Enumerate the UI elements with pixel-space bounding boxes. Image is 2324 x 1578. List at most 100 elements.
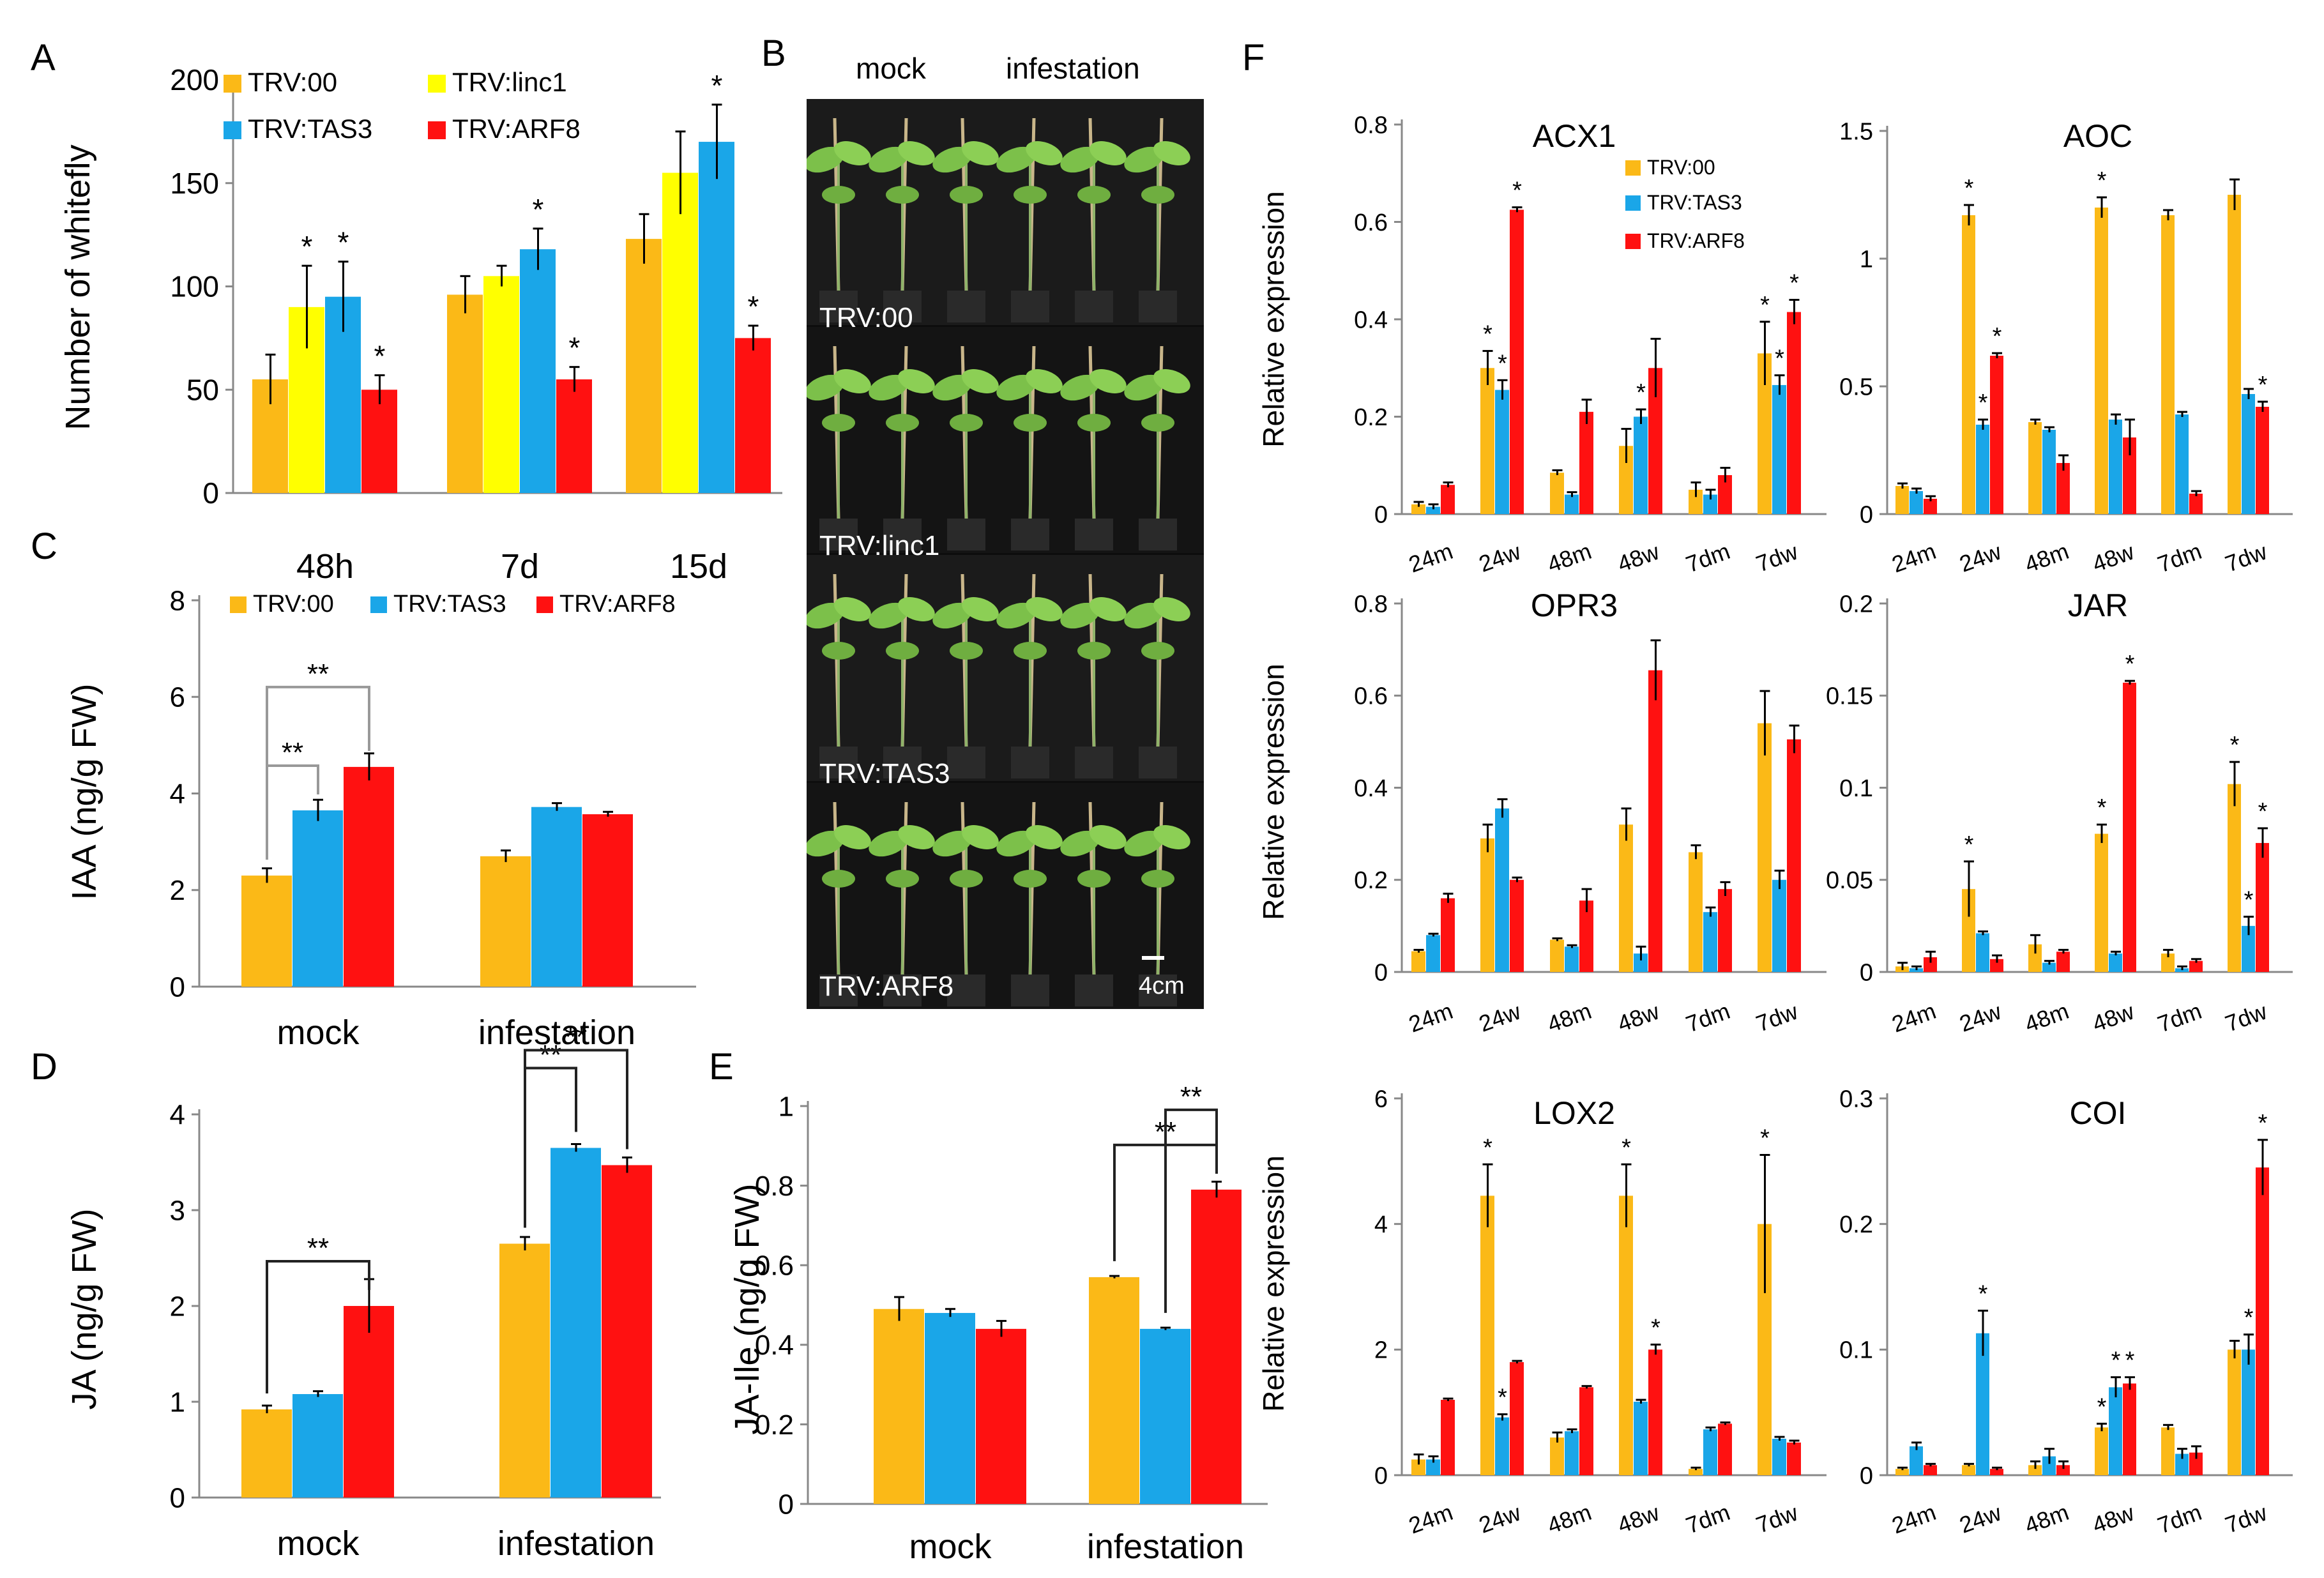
plant-pot	[819, 291, 858, 322]
category-label: 24m	[1405, 538, 1456, 577]
category-label: 7dm	[2154, 538, 2205, 577]
bar	[1703, 494, 1717, 514]
bar	[1579, 1387, 1593, 1475]
significance-mark: *	[1775, 345, 1784, 372]
y-axis-label: Relative expression	[1257, 191, 1290, 447]
plant-pot	[1075, 519, 1113, 550]
plant-leaf	[950, 414, 983, 432]
plant-leaf	[869, 830, 908, 857]
category-label: mock	[909, 1528, 992, 1566]
y-tick-label: 0	[170, 971, 185, 1003]
bar	[2228, 1349, 2241, 1475]
category-label: 7dw	[1752, 1499, 1802, 1538]
y-tick-label: 0	[170, 1482, 185, 1514]
plant-leaf	[886, 642, 919, 660]
y-tick-label: 1	[1860, 246, 1873, 273]
y-tick-label: 0	[1860, 501, 1873, 528]
bar	[1895, 486, 1909, 514]
bar	[2028, 944, 2042, 972]
significance-bracket	[266, 1260, 370, 1393]
plant-leaf	[962, 597, 999, 621]
chart-title: COI	[2070, 1095, 2127, 1131]
category-label: 7dm	[2154, 1499, 2205, 1538]
category-label: 24w	[1475, 1499, 1524, 1538]
y-tick-label: 0.6	[1354, 209, 1388, 236]
plant-leaf	[1014, 642, 1047, 660]
category-label: 48w	[2089, 538, 2138, 577]
bracket-label: **	[307, 658, 329, 690]
plant-leaf	[996, 830, 1036, 857]
plant-pot	[1139, 519, 1177, 550]
legend-label: TRV:ARF8	[452, 114, 581, 144]
plant-leaf	[886, 414, 919, 432]
bar	[2161, 1427, 2175, 1475]
bar	[874, 1309, 924, 1504]
bar	[292, 1394, 343, 1498]
plant-leaf	[834, 141, 871, 165]
plant-leaf	[950, 186, 983, 204]
plant-pot	[883, 975, 922, 1006]
plant-pot	[1075, 747, 1113, 778]
bar	[976, 1328, 1026, 1504]
category-label: 7dw	[2222, 538, 2271, 577]
y-tick-label: 0.6	[1354, 683, 1388, 710]
significance-mark: *	[533, 193, 544, 226]
legend-label: TRV:00	[248, 67, 337, 97]
chart-title: LOX2	[1533, 1095, 1615, 1131]
significance-mark: *	[2230, 732, 2240, 759]
plant-leaf	[1026, 597, 1063, 621]
bar	[1634, 416, 1648, 514]
plant-pot	[1075, 975, 1113, 1006]
bar	[1648, 1349, 1662, 1475]
plant-leaf	[1026, 141, 1063, 165]
plant-leaf	[1060, 602, 1100, 629]
legend-swatch	[536, 596, 553, 613]
bar	[1426, 506, 1440, 514]
significance-mark: *	[2111, 1347, 2121, 1374]
bar	[2056, 1465, 2070, 1475]
bar	[344, 766, 394, 987]
bar	[520, 249, 556, 493]
bar	[1550, 473, 1564, 514]
plant-leaf	[1153, 825, 1190, 849]
bar	[1962, 215, 1975, 514]
category-label: mock	[277, 1524, 360, 1563]
bar	[1411, 1459, 1425, 1475]
photo-row-bg	[807, 327, 1204, 553]
bar	[1689, 1469, 1703, 1475]
panel-b-letter: B	[761, 33, 786, 74]
bar	[925, 1312, 975, 1504]
bar	[1441, 898, 1455, 972]
bar	[1772, 879, 1786, 972]
bracket-label: **	[1180, 1081, 1202, 1112]
chart-f-jar: JAR 0 0.05 0.1 0.15 0.2 24m * 24w 48m * * 48w 7dm * * * 7…	[1826, 588, 2293, 1037]
significance-mark: *	[1621, 1134, 1631, 1161]
chart-a: A 0 50 100 150 200 Number of whitefly * * * 48h * * 7…	[31, 37, 782, 586]
bar	[2161, 215, 2175, 514]
bar	[531, 807, 582, 987]
y-axis-label: IAA (ng/g FW)	[65, 683, 103, 900]
plant-leaf	[1141, 414, 1174, 432]
category-label: 48w	[1614, 1499, 1663, 1538]
plant-leaf	[1060, 830, 1100, 857]
bar	[735, 338, 771, 493]
significance-mark: *	[569, 331, 581, 365]
plant-leaf	[1124, 374, 1164, 401]
y-tick-label: 0.4	[1354, 307, 1388, 333]
category-label: 48w	[2089, 998, 2138, 1036]
bar	[1703, 1429, 1717, 1475]
significance-bracket	[1164, 1108, 1218, 1313]
bar	[2028, 422, 2042, 514]
bar	[1510, 879, 1524, 972]
bar	[480, 856, 531, 987]
bar	[1619, 1195, 1633, 1475]
panel-letter-c: C	[31, 526, 57, 567]
photo-col-infestation: infestation	[1006, 52, 1140, 85]
bar	[2175, 414, 2189, 514]
category-label: infestation	[497, 1524, 655, 1563]
plant-leaf	[1090, 825, 1127, 849]
y-tick-label: 2	[170, 1291, 185, 1322]
category-label: 7dw	[2222, 998, 2271, 1036]
photo-row-label-1: TRV:linc1	[819, 530, 940, 561]
plant-leaf	[898, 597, 935, 621]
